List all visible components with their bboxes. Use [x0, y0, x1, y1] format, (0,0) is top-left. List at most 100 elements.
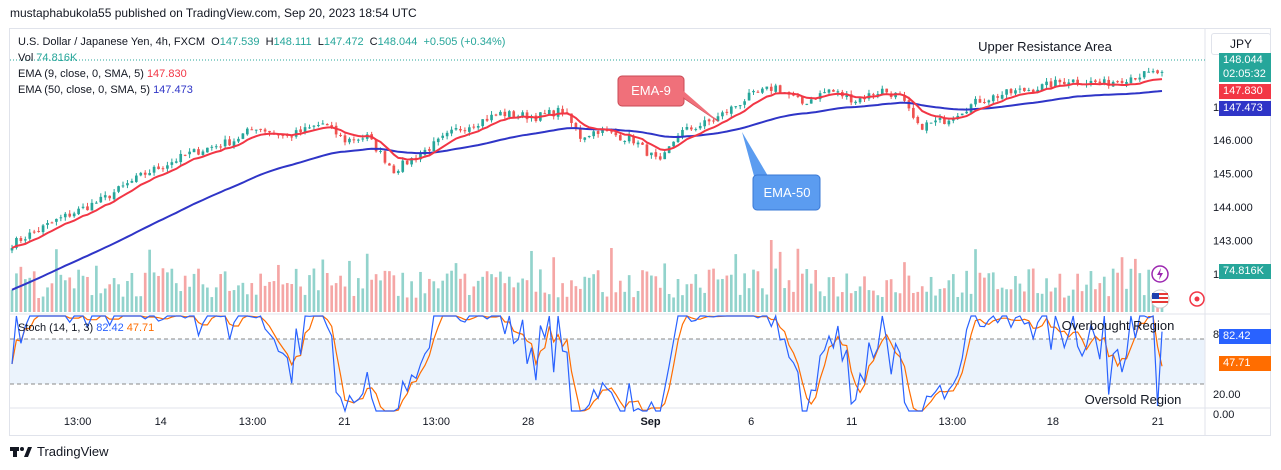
volume-bar — [459, 278, 462, 312]
candle-body — [823, 92, 826, 94]
candle-body — [59, 217, 63, 219]
candle-body — [796, 95, 800, 97]
ema9-badge: 147.830 — [1219, 84, 1271, 99]
volume-bar — [512, 287, 516, 312]
volume-bar — [41, 296, 45, 312]
volume-bar — [854, 290, 857, 312]
volume-bar — [192, 273, 196, 312]
candle-body — [1071, 79, 1075, 83]
candle-body — [596, 131, 600, 134]
tradingview-footer-label: TradingView — [37, 444, 109, 459]
ema9-line — [11, 78, 1163, 249]
volume-bar — [143, 272, 147, 312]
candle-body — [929, 122, 933, 124]
time-tick-label: Sep — [640, 416, 660, 428]
volume-bar — [245, 294, 249, 312]
chart-frame[interactable] — [9, 28, 1271, 436]
volume-bar — [703, 292, 706, 312]
volume-bar — [401, 272, 405, 312]
candle-body — [15, 238, 18, 248]
candle-body — [379, 150, 382, 152]
candle-body — [330, 125, 334, 127]
volume-bar — [15, 273, 18, 312]
candle-body — [610, 131, 613, 133]
volume-bar — [436, 288, 440, 312]
alert-icon[interactable] — [1151, 265, 1169, 283]
volume-bar — [650, 275, 653, 312]
volume-bar — [707, 269, 711, 312]
ema50-badge: 147.473 — [1219, 101, 1271, 116]
volume-bar — [894, 292, 897, 312]
stoch-d-line — [11, 315, 1163, 412]
candle-body — [721, 112, 724, 117]
tradingview-footer[interactable]: TradingView — [10, 444, 109, 459]
candle-body — [219, 146, 223, 148]
candle-body — [650, 152, 653, 156]
volume-bar — [303, 294, 307, 312]
volume-bar — [827, 277, 831, 312]
volume-bar — [210, 297, 214, 312]
candle-body — [428, 149, 431, 151]
volume-bar — [68, 277, 72, 312]
candle-body — [641, 142, 644, 145]
volume-bar — [299, 286, 302, 312]
volume-bar — [428, 278, 431, 312]
candle-body — [876, 93, 880, 95]
candle-body — [725, 111, 729, 113]
record-icon[interactable] — [1189, 291, 1205, 307]
volume-bar — [10, 289, 14, 312]
candle-body — [507, 111, 511, 117]
candle-body — [1009, 89, 1013, 94]
volume-bar — [365, 253, 369, 312]
volume-bar — [956, 296, 960, 312]
time-tick-label: 28 — [522, 416, 534, 428]
candle-body — [1094, 80, 1097, 83]
volume-bar — [463, 273, 467, 312]
candle-body — [139, 172, 143, 176]
candle-body — [1120, 80, 1124, 84]
candle-body — [1125, 81, 1128, 84]
volume-bar — [778, 251, 782, 312]
volume-bar — [1054, 287, 1057, 312]
volume-bar — [627, 275, 631, 312]
time-tick-label: 6 — [748, 416, 754, 428]
volume-bar — [1116, 272, 1119, 312]
volume-bar — [86, 276, 89, 312]
volume-bar — [641, 270, 644, 312]
currency-button[interactable]: JPY — [1211, 33, 1271, 55]
candle-body — [547, 109, 551, 114]
candle-body — [143, 172, 147, 175]
volume-bar — [912, 292, 915, 312]
volume-bar — [787, 280, 791, 312]
candle-body — [405, 160, 409, 165]
volume-bar — [929, 276, 933, 312]
volume-bar — [126, 281, 129, 312]
volume-bar — [738, 294, 742, 312]
candle-body — [583, 137, 587, 140]
candle-body — [121, 185, 125, 187]
volume-bar — [889, 279, 893, 312]
time-tick-label: 21 — [1152, 416, 1164, 428]
volume-bar — [148, 249, 151, 312]
volume-bar — [943, 288, 946, 312]
candle-body — [681, 129, 684, 137]
candle-body — [579, 128, 582, 139]
candle-body — [951, 118, 955, 121]
candle-body — [743, 101, 746, 105]
volume-bar — [121, 296, 125, 312]
time-tick-label: 13:00 — [422, 416, 450, 428]
volume-bar — [374, 274, 378, 312]
candle-body — [441, 135, 445, 138]
candle-body — [450, 129, 453, 134]
volume-bar — [59, 274, 63, 312]
volume-bar — [832, 277, 835, 312]
candle-body — [126, 183, 129, 186]
candle-body — [512, 111, 516, 117]
volume-bar — [663, 263, 667, 312]
candle-body — [636, 142, 640, 145]
candle-body — [1040, 84, 1044, 91]
candle-body — [916, 117, 920, 124]
volume-bar — [197, 268, 200, 312]
candle-body — [472, 126, 476, 128]
